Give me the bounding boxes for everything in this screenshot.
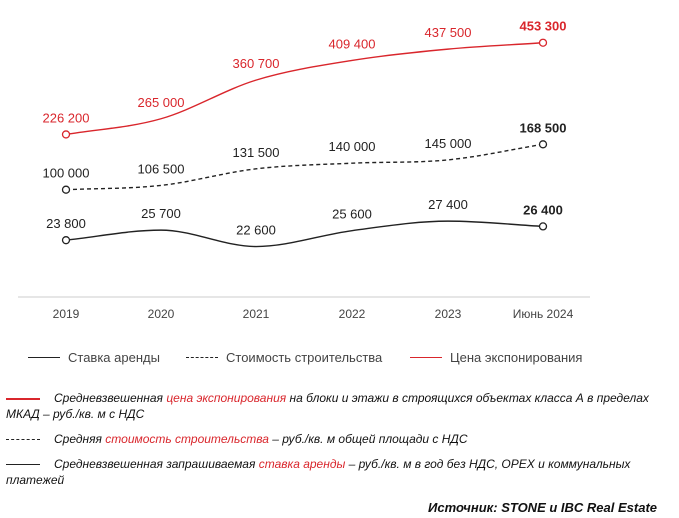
note-price-prefix: Средневзвешенная [54,391,167,405]
x-tick-label: 2023 [435,307,462,321]
data-label-construction-1: 106 500 [138,161,185,176]
legend-item-rent: Ставка аренды [28,350,160,365]
source-caption: Источник: STONE и IBC Real Estate [428,500,657,515]
data-label-construction-2: 131 500 [233,145,280,160]
data-label-rent-2: 22 600 [236,223,276,238]
data-label-price-1: 265 000 [138,95,185,110]
x-tick-label: 2022 [339,307,366,321]
data-label-rent-1: 25 700 [141,206,181,221]
note-dashed-line [6,439,40,441]
legend-item-construction: Стоимость строительства [186,350,382,365]
note-price-highlight: цена экспонирования [166,391,287,405]
note-solid-line [6,464,40,466]
data-label-price-2: 360 700 [233,56,280,71]
x-tick-label: 2019 [53,307,80,321]
note-price: Средневзвешенная цена экспонирования на … [6,390,666,422]
data-label-rent-0: 23 800 [46,216,86,231]
data-point-construction-5 [538,140,548,149]
data-point-price-0 [61,130,71,139]
x-tick-label: 2021 [243,307,270,321]
x-tick-label: 2020 [148,307,175,321]
data-label-price-5: 453 300 [520,19,567,34]
data-label-construction-3: 140 000 [329,139,376,154]
data-point-price-5 [538,38,548,47]
note-construction-highlight: стоимость строительства [105,432,269,446]
data-label-price-0: 226 200 [43,110,90,125]
data-label-rent-4: 27 400 [428,197,468,212]
data-label-rent-5: 26 400 [523,202,563,217]
data-label-construction-0: 100 000 [43,166,90,181]
data-label-construction-5: 168 500 [520,120,567,135]
note-rent: Средневзвешенная запрашиваемая ставка ар… [6,456,666,488]
data-label-price-4: 437 500 [425,25,472,40]
note-construction: Средняя стоимость строительства – руб./к… [6,431,666,447]
note-price-suffix: на блоки и этажи в строящихся объектах к… [6,391,649,421]
x-tick-label: Июнь 2024 [513,307,574,321]
note-construction-prefix: Средняя [54,432,106,446]
series-line-rent [65,220,544,248]
data-label-price-3: 409 400 [329,36,376,51]
legend-label-construction: Стоимость строительства [226,350,383,365]
note-rent-prefix: Средневзвешенная запрашиваемая [54,457,259,471]
plot-area: 23 800 25 700 22 600 25 600 27 400 26 400 100 … [43,19,567,248]
legend-label-rent: Ставка аренды [68,350,160,365]
series-line-construction [65,143,544,191]
legend-dashed-black-line [186,357,218,358]
line-chart: 23 800 25 700 22 600 25 600 27 400 26 400 100 … [18,19,590,321]
series-line-price [65,42,544,136]
data-point-rent-5 [538,222,548,231]
legend-label-price: Цена экспонирования [450,350,583,365]
data-point-rent-0 [61,236,71,245]
chart-legend: Ставка аренды Стоимость строительства Це… [28,350,648,370]
legend-solid-black-line [28,357,60,358]
data-point-construction-0 [61,185,71,194]
note-rent-suffix: – руб./кв. м в год без НДС, OPEX и комму… [6,457,631,487]
note-rent-highlight: ставка аренды [258,457,346,471]
x-axis: 2019 2020 2021 2022 2023 Июнь 2024 [18,296,590,321]
note-red-line [6,397,40,400]
definitions-block: Средневзвешенная цена экспонирования на … [6,390,666,497]
legend-item-price: Цена экспонирования [410,350,582,365]
note-construction-suffix: – руб./кв. м общей площади с НДС [268,432,468,446]
data-label-construction-4: 145 000 [425,136,472,151]
data-label-rent-3: 25 600 [332,207,372,222]
legend-red-line [410,357,442,358]
